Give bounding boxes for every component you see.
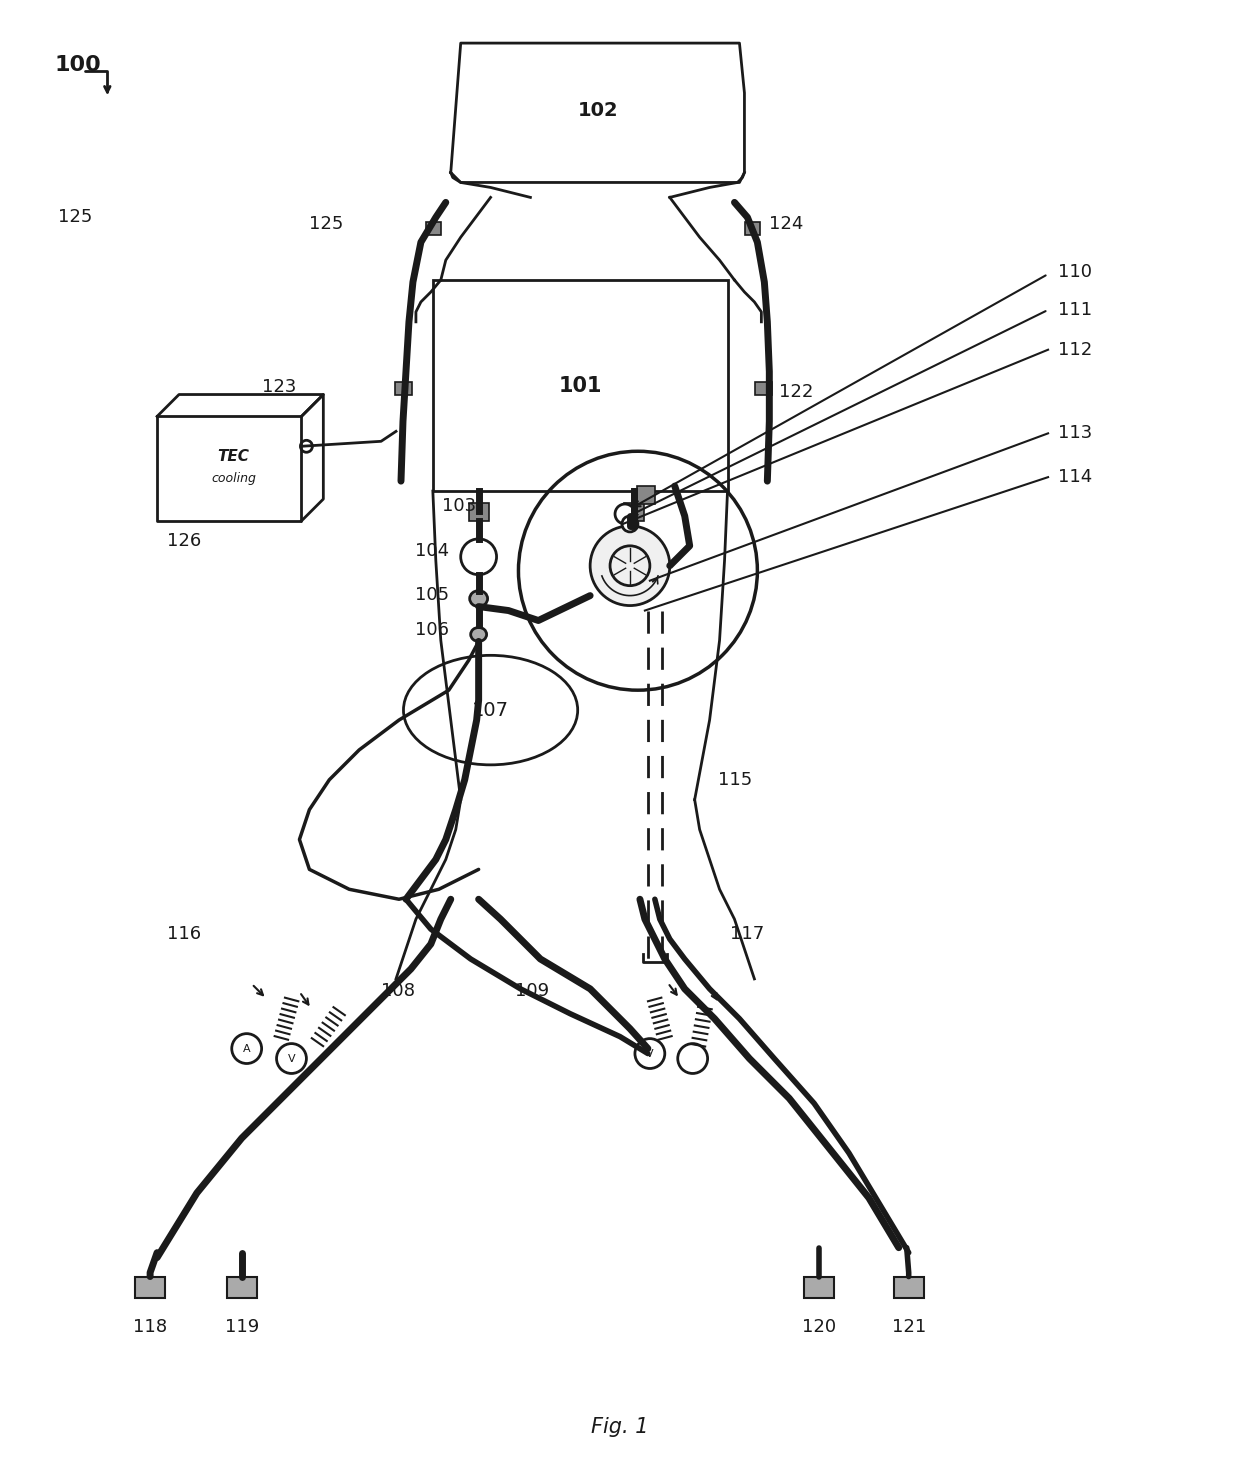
Text: 101: 101 <box>558 376 601 395</box>
Text: 126: 126 <box>167 533 201 550</box>
Circle shape <box>590 525 670 606</box>
Text: 106: 106 <box>414 622 449 639</box>
Circle shape <box>277 1043 306 1074</box>
Text: 113: 113 <box>1058 424 1092 442</box>
Text: 114: 114 <box>1058 468 1092 486</box>
Text: 117: 117 <box>729 925 764 944</box>
Bar <box>805 1277 835 1299</box>
Text: A: A <box>243 1043 250 1053</box>
Bar <box>227 1277 257 1299</box>
Text: cooling: cooling <box>211 471 257 484</box>
Text: 102: 102 <box>578 101 619 120</box>
Text: V: V <box>288 1053 295 1064</box>
Bar <box>396 382 412 395</box>
Text: 111: 111 <box>1058 301 1092 319</box>
Text: 100: 100 <box>55 56 102 75</box>
Text: 110: 110 <box>1058 263 1092 281</box>
Bar <box>745 222 760 236</box>
Circle shape <box>635 1039 665 1068</box>
Text: Fig. 1: Fig. 1 <box>591 1416 649 1437</box>
Ellipse shape <box>403 655 578 765</box>
Text: 125: 125 <box>310 215 343 233</box>
Bar <box>894 1277 924 1299</box>
Text: 121: 121 <box>892 1318 926 1336</box>
Bar <box>624 503 644 521</box>
Text: 115: 115 <box>718 771 751 789</box>
Text: TEC: TEC <box>218 449 249 464</box>
Text: 108: 108 <box>381 982 415 999</box>
Text: 103: 103 <box>441 497 476 515</box>
Text: 119: 119 <box>224 1318 259 1336</box>
Text: 104: 104 <box>414 541 449 560</box>
Bar <box>469 503 489 521</box>
Text: 122: 122 <box>779 382 813 401</box>
Circle shape <box>622 516 637 533</box>
Text: 125: 125 <box>57 208 92 227</box>
Text: 109: 109 <box>516 982 549 999</box>
Text: 112: 112 <box>1058 341 1092 358</box>
Circle shape <box>232 1034 262 1064</box>
Bar <box>755 382 773 395</box>
Text: 120: 120 <box>802 1318 836 1336</box>
Circle shape <box>300 440 312 452</box>
Text: V: V <box>646 1049 653 1059</box>
Text: 107: 107 <box>472 701 510 720</box>
Circle shape <box>678 1043 708 1074</box>
Ellipse shape <box>470 591 487 607</box>
Bar <box>637 486 655 505</box>
Text: 105: 105 <box>414 585 449 604</box>
Circle shape <box>461 538 496 575</box>
Circle shape <box>615 505 635 524</box>
Bar <box>425 222 440 236</box>
Text: 123: 123 <box>262 377 296 395</box>
Ellipse shape <box>471 628 486 641</box>
Text: 116: 116 <box>167 925 201 944</box>
Bar <box>135 1277 165 1299</box>
Text: 124: 124 <box>769 215 804 233</box>
Bar <box>433 279 728 492</box>
Text: 118: 118 <box>133 1318 167 1336</box>
